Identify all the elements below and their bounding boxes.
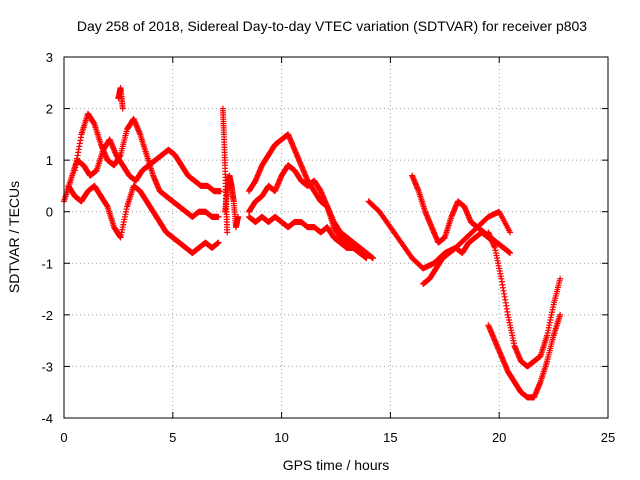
data-point — [215, 239, 222, 246]
series-track-g — [245, 131, 376, 262]
series-track-b — [71, 110, 222, 220]
x-tick-label: 5 — [169, 430, 176, 445]
data-point — [217, 188, 224, 195]
x-tick-label: 20 — [492, 430, 506, 445]
data-point — [215, 213, 222, 220]
y-tick-label: -1 — [41, 256, 53, 271]
series-track-m — [485, 229, 564, 370]
series-track-i — [245, 213, 370, 262]
series-track-n — [485, 311, 564, 401]
x-tick-label: 15 — [383, 430, 397, 445]
y-tick-label: -2 — [41, 308, 53, 323]
series-track-c — [65, 182, 222, 256]
data-point — [557, 275, 564, 282]
data-point — [363, 255, 370, 262]
data-point — [224, 229, 231, 236]
y-tick-label: -4 — [41, 411, 53, 426]
data-point — [369, 255, 376, 262]
y-tick-label: 2 — [46, 102, 53, 117]
y-axis-label: SDTVAR / TECUs — [6, 181, 22, 293]
y-tick-label: 0 — [46, 205, 53, 220]
x-tick-label: 25 — [601, 430, 615, 445]
series-track-d — [115, 84, 126, 112]
y-tick-label: -3 — [41, 359, 53, 374]
axis-ticks: 0 5 10 15 20 25 -4 -3 -2 -1 0 1 2 3 — [41, 50, 615, 445]
data-point — [507, 249, 514, 256]
data-point — [557, 311, 564, 318]
y-tick-label: 1 — [46, 153, 53, 168]
series-track-f — [219, 105, 231, 236]
data-point — [119, 105, 126, 112]
data-points — [61, 84, 564, 401]
data-point — [507, 229, 514, 236]
x-tick-label: 0 — [60, 430, 67, 445]
chart-title: Day 258 of 2018, Sidereal Day-to-day VTE… — [77, 18, 587, 34]
y-tick-label: 3 — [46, 50, 53, 65]
x-axis-label: GPS time / hours — [283, 457, 390, 473]
plot-frame — [63, 56, 609, 419]
data-point — [235, 213, 242, 220]
series-track-l — [420, 229, 498, 287]
x-tick-label: 10 — [274, 430, 288, 445]
grid-lines — [64, 57, 608, 418]
